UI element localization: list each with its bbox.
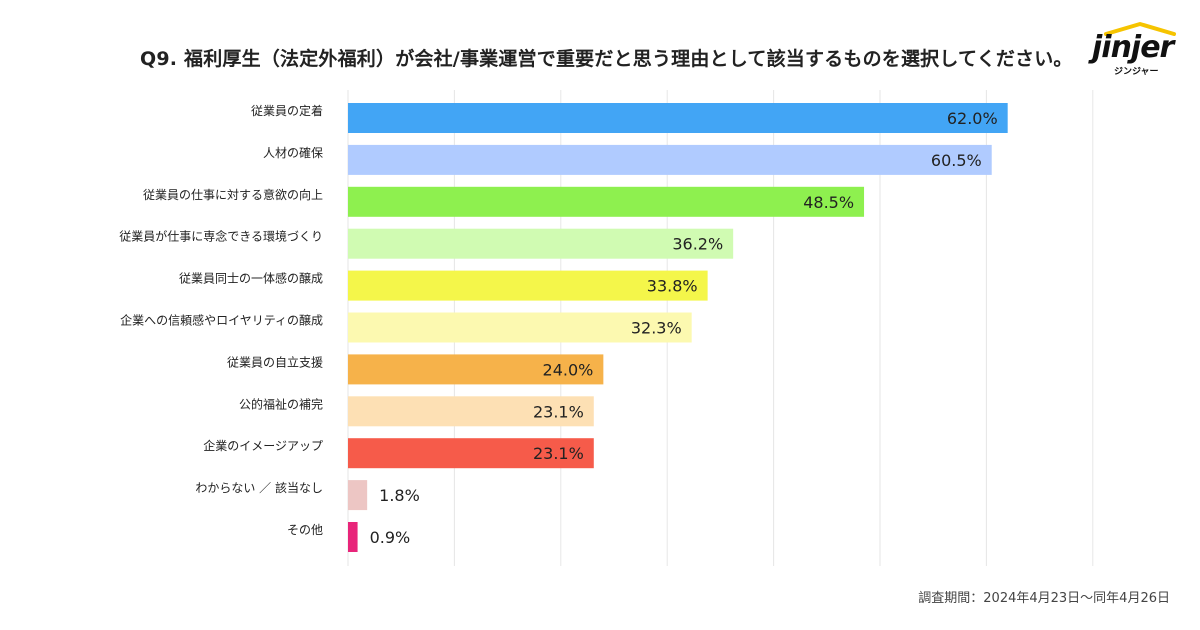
- category-label: その他: [287, 523, 323, 537]
- value-label: 62.0%: [947, 109, 998, 128]
- bar: [348, 354, 604, 385]
- value-label: 23.1%: [533, 402, 584, 421]
- bar: [348, 103, 1008, 133]
- bar: [348, 480, 368, 511]
- category-label: 従業員が仕事に専念できる環境づくり: [119, 229, 323, 244]
- category-label: 人材の確保: [263, 145, 323, 160]
- value-label: 0.9%: [370, 528, 411, 547]
- category-label: 従業員の仕事に対する意欲の向上: [143, 187, 323, 202]
- value-label: 32.3%: [631, 319, 682, 338]
- category-label: 企業のイメージアップ: [203, 438, 323, 453]
- chart-title: Q9. 福利厚生（法定外福利）が会社/事業運営で重要だと思う理由として該当するも…: [140, 48, 1073, 70]
- category-label: 従業員の自立支援: [227, 354, 323, 369]
- bar: [348, 312, 692, 343]
- jinjer-logo: jinjer ジンジャー: [1092, 20, 1182, 77]
- bar: [348, 270, 708, 301]
- logo-subtitle: ジンジャー: [1114, 67, 1159, 77]
- value-label: 48.5%: [803, 193, 854, 212]
- bar: [348, 228, 734, 259]
- bar: [348, 438, 594, 469]
- value-label: 23.1%: [533, 444, 584, 463]
- category-label: 公的福祉の補完: [239, 396, 323, 411]
- value-label: 24.0%: [543, 360, 594, 379]
- category-label: 従業員の定着: [251, 103, 323, 118]
- category-label: わからない ／ 該当なし: [195, 480, 323, 495]
- value-label: 1.8%: [379, 486, 420, 505]
- bar: [348, 186, 865, 217]
- bar: [348, 522, 358, 552]
- category-label: 企業への信頼感やロイヤリティの醸成: [120, 313, 323, 328]
- logo-roof-icon: [1104, 22, 1176, 36]
- logo-wordmark: jinjer: [1092, 30, 1174, 65]
- survey-period-note: 調査期間：2024年4月23日〜同年4月26日: [918, 591, 1170, 606]
- value-label: 36.2%: [672, 235, 723, 254]
- value-label: 60.5%: [931, 151, 982, 170]
- category-label: 従業員同士の一体感の醸成: [179, 271, 323, 286]
- bar: [348, 144, 992, 175]
- bar: [348, 396, 594, 427]
- value-label: 33.8%: [647, 277, 698, 296]
